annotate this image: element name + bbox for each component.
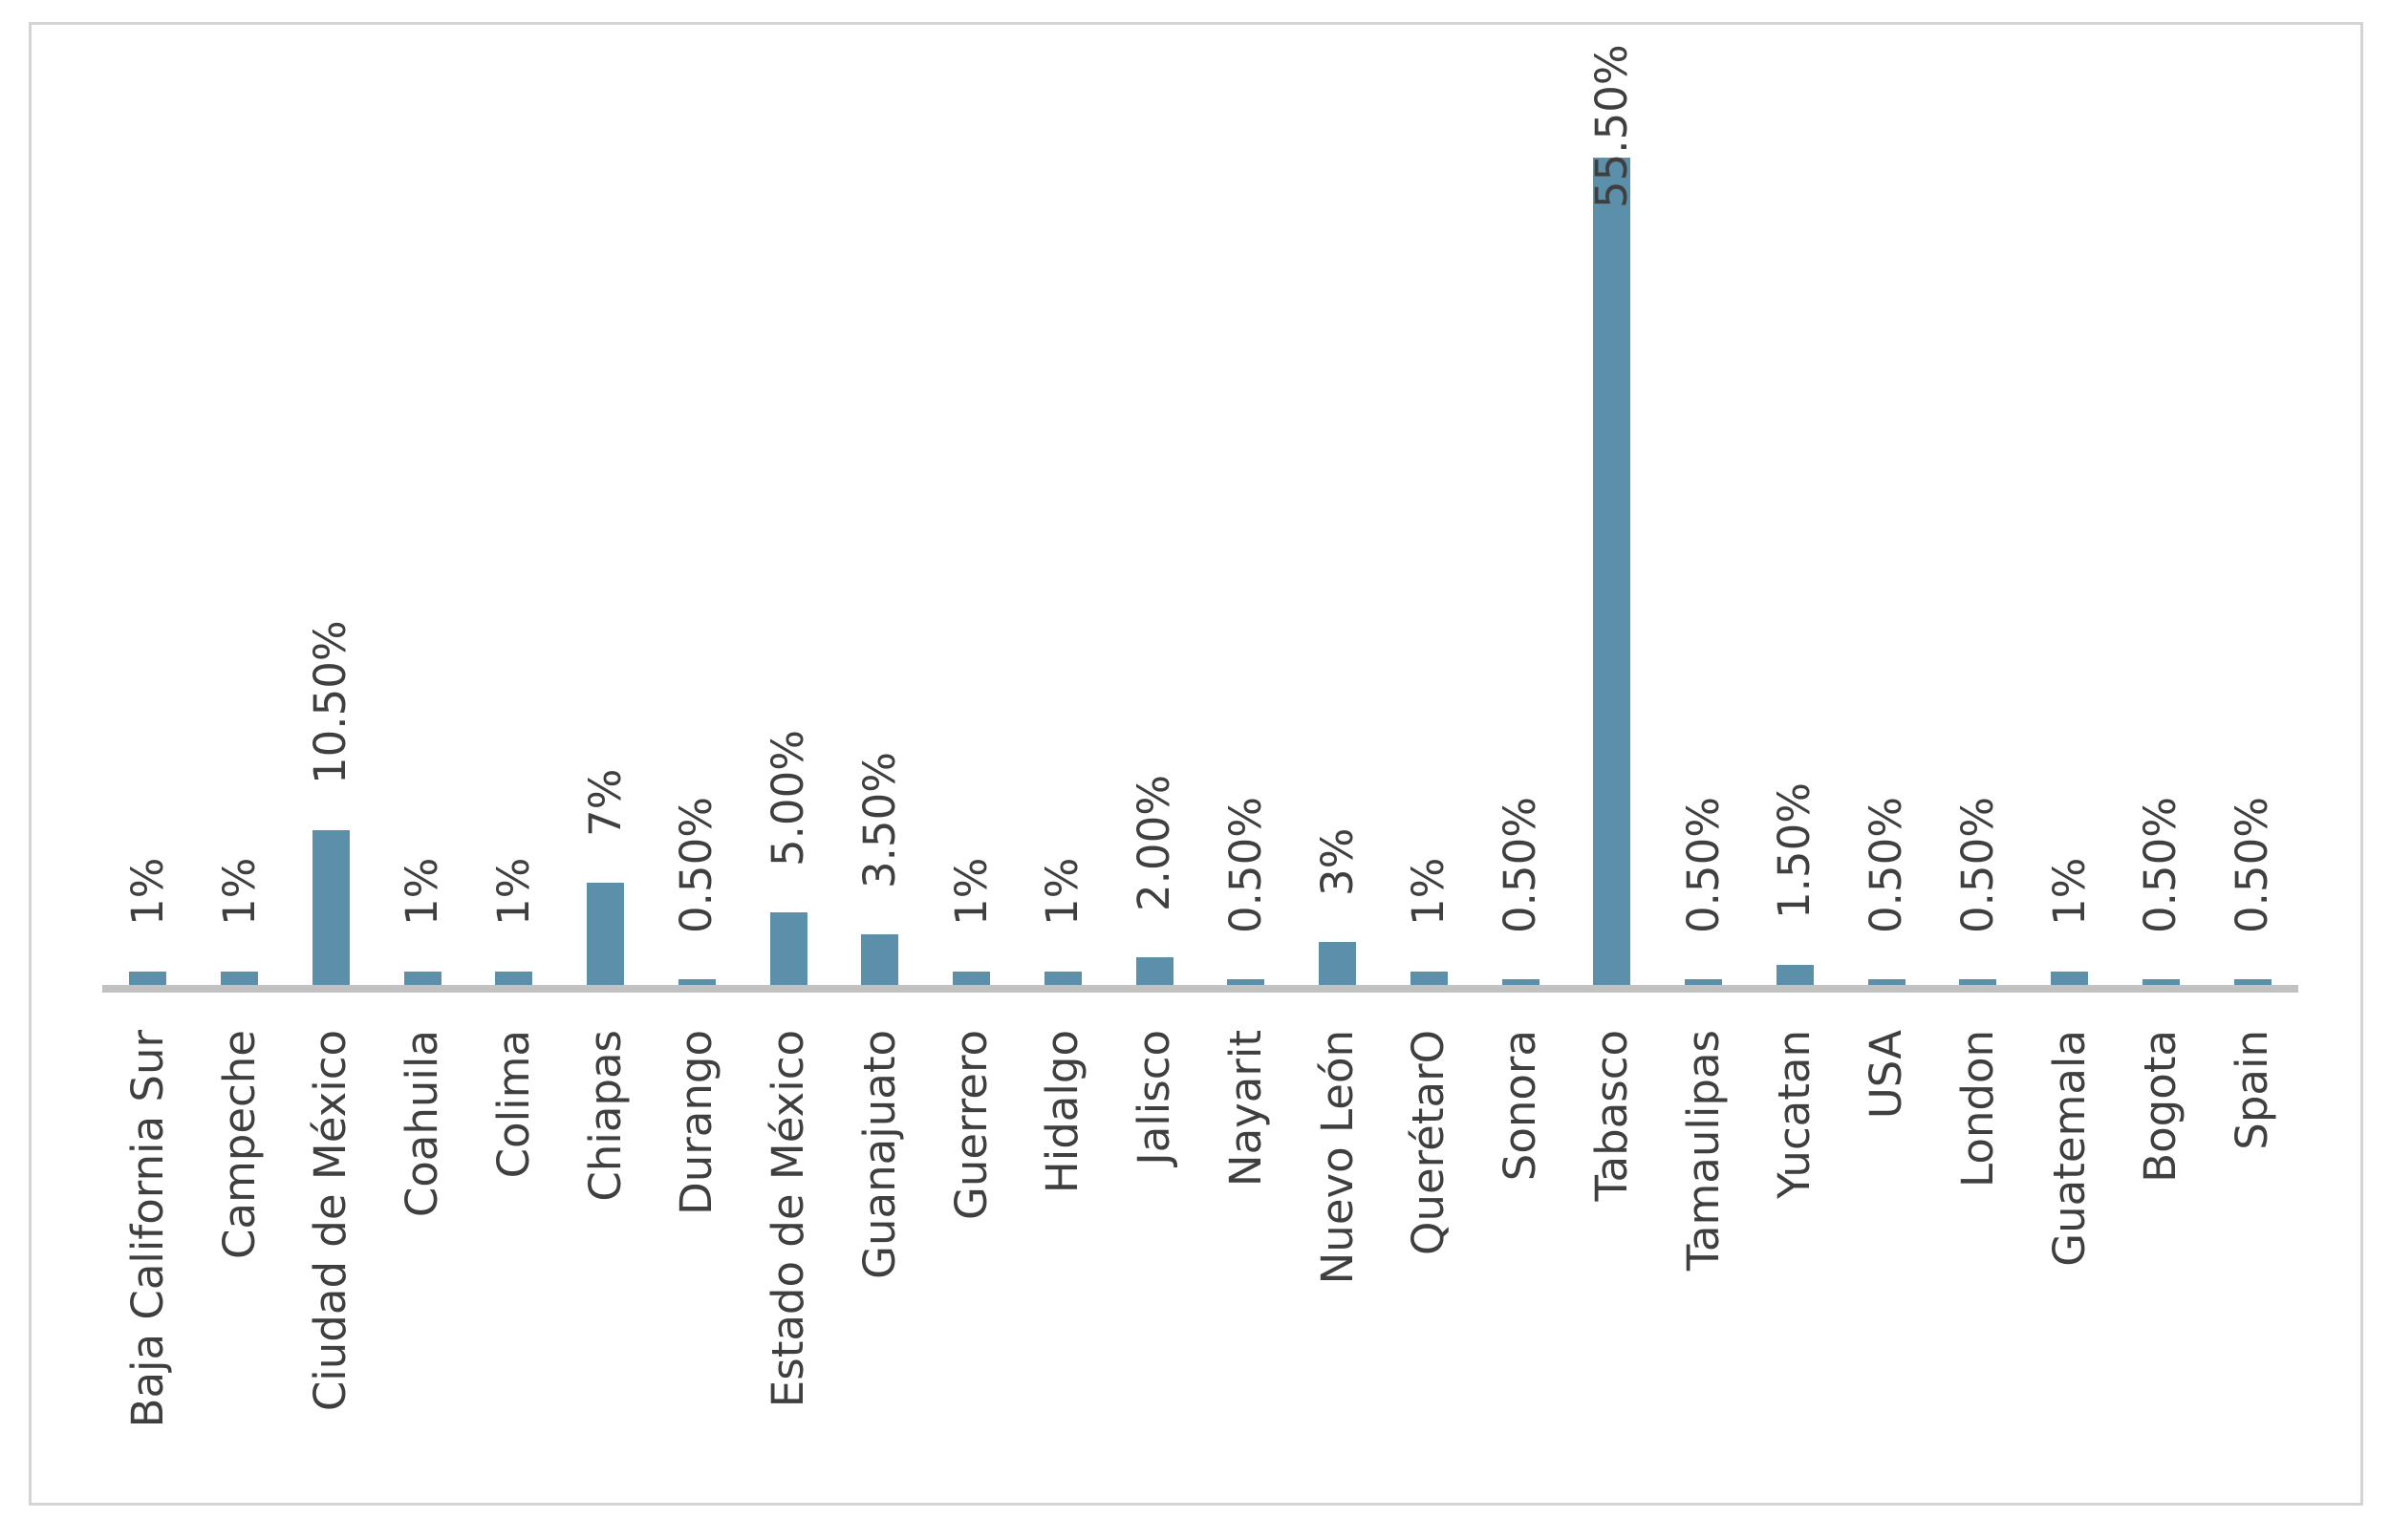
data-label: 1%: [397, 857, 448, 926]
x-axis-line: [102, 985, 2298, 993]
data-label: 1%: [121, 857, 173, 926]
data-label: 5.00%: [763, 730, 814, 866]
data-label: 1%: [487, 857, 539, 926]
bar: [769, 912, 807, 987]
bar: [953, 972, 991, 987]
data-label: 0.50%: [1677, 797, 1729, 933]
bar: [1867, 979, 1906, 987]
category-label: Ciudad de México: [305, 1030, 356, 1412]
data-label: 10.50%: [305, 620, 356, 784]
bar: [495, 972, 533, 987]
category-label: Baja California Sur: [121, 1030, 173, 1428]
bar: [1501, 979, 1540, 987]
category-label: USA: [1861, 1030, 1912, 1120]
category-label: Guatemala: [2043, 1030, 2095, 1267]
bar: [129, 972, 167, 987]
bar: [221, 972, 259, 987]
bar: [2142, 979, 2180, 987]
category-label: Campeche: [213, 1030, 265, 1260]
bar: [1044, 972, 1082, 987]
category-label: Nuevo León: [1311, 1030, 1363, 1285]
data-label: 0.50%: [2135, 797, 2186, 933]
data-label: 2.00%: [1129, 775, 1180, 911]
category-label: Spain: [2227, 1030, 2278, 1150]
bar: [403, 972, 441, 987]
data-label: 1.50%: [1769, 782, 1820, 919]
category-label: Coahuila: [397, 1030, 448, 1218]
data-label: 1%: [1403, 857, 1454, 926]
category-label: Tamaulipas: [1677, 1030, 1729, 1272]
bar: [678, 979, 716, 987]
bar: [1319, 942, 1357, 987]
data-label: 7%: [579, 768, 631, 837]
category-label: Guerrero: [945, 1030, 997, 1221]
data-label: 0.50%: [2227, 797, 2278, 933]
bar: [2051, 972, 2089, 987]
bar: [1959, 979, 1997, 987]
bar: [587, 883, 625, 987]
category-label: Hidalgo: [1037, 1030, 1088, 1194]
data-label: 1%: [1037, 857, 1088, 926]
category-label: Estado de México: [763, 1030, 814, 1408]
chart-frame: [29, 22, 2363, 1506]
category-label: Guanajuato: [853, 1030, 905, 1279]
bar: [1685, 979, 1723, 987]
category-label: Bogota: [2135, 1030, 2186, 1183]
bar: [861, 934, 899, 987]
category-label: London: [1951, 1030, 2003, 1187]
data-label: 3.50%: [853, 752, 905, 888]
data-label: 0.50%: [1219, 797, 1271, 933]
data-label: 0.50%: [1951, 797, 2003, 933]
bar: [1135, 957, 1173, 987]
data-label: 0.50%: [1495, 797, 1546, 933]
data-label: 1%: [213, 857, 265, 926]
category-label: Tabasco: [1585, 1030, 1637, 1202]
category-label: Colima: [487, 1030, 539, 1179]
data-label: 55.50%: [1585, 44, 1637, 208]
data-label: 0.50%: [1861, 797, 1912, 933]
bar: [312, 830, 350, 987]
bar: [1776, 965, 1814, 987]
bar: [2233, 979, 2272, 987]
category-label: Sonora: [1495, 1030, 1546, 1182]
data-label: 1%: [2043, 857, 2095, 926]
category-label: QuerétarO: [1403, 1030, 1454, 1255]
category-label: Chiapas: [579, 1030, 631, 1202]
category-label: Yucatan: [1769, 1030, 1820, 1199]
data-label: 3%: [1311, 827, 1363, 896]
data-label: 0.50%: [671, 797, 722, 933]
bar: [1593, 158, 1631, 987]
category-label: Durango: [671, 1030, 722, 1215]
category-label: Nayarit: [1219, 1030, 1271, 1187]
category-label: Jalisco: [1129, 1030, 1180, 1166]
bar: [1227, 979, 1265, 987]
bar: [1410, 972, 1448, 987]
data-label: 1%: [945, 857, 997, 926]
